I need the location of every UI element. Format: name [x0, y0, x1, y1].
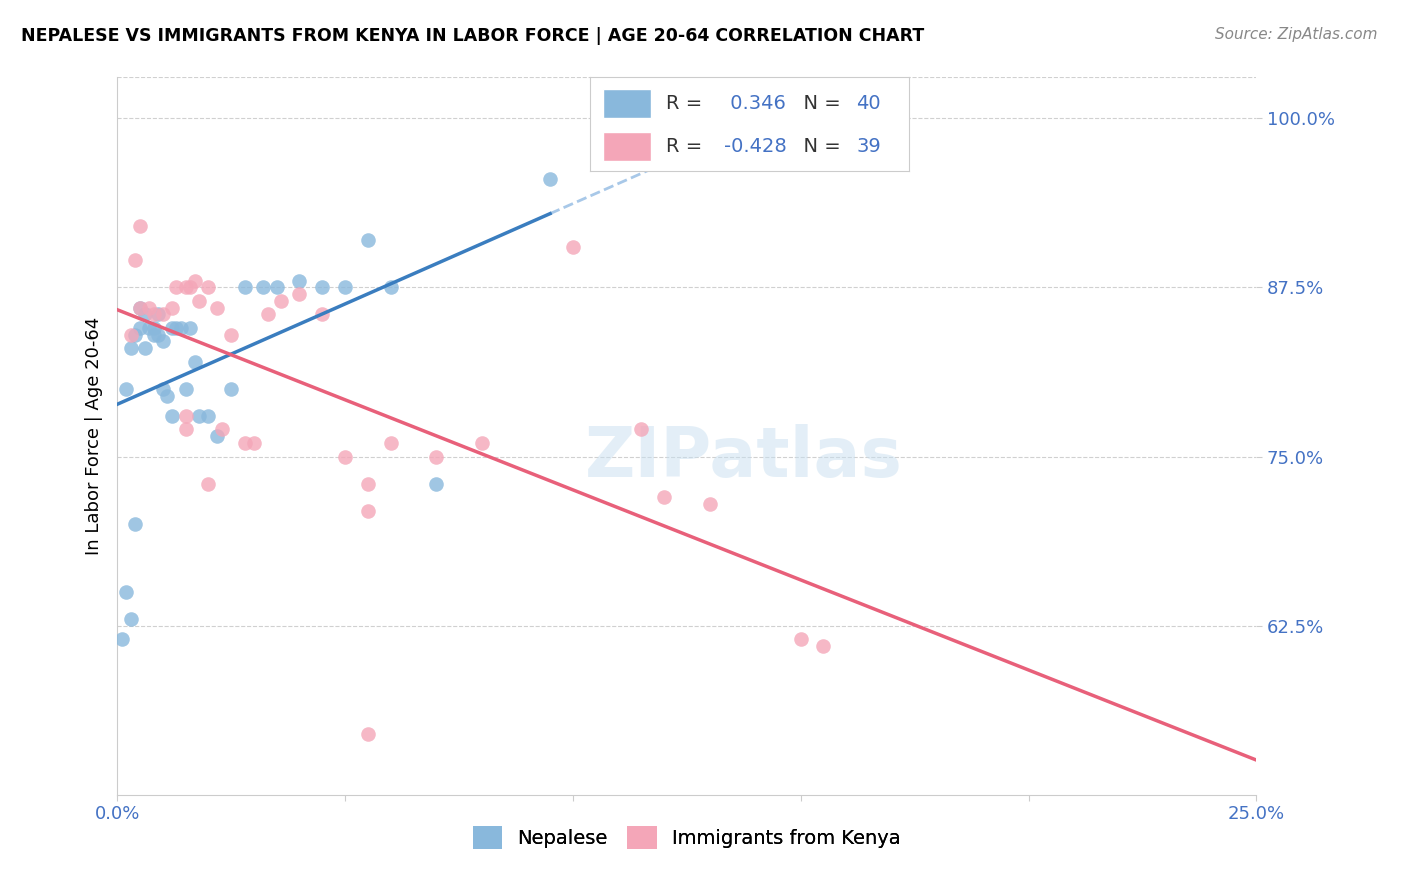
Point	[357, 476, 380, 491]
Point	[174, 382, 197, 396]
Point	[120, 341, 142, 355]
Point	[652, 490, 675, 504]
Point	[129, 301, 152, 315]
Point	[142, 307, 165, 321]
Point	[152, 334, 174, 349]
Point	[188, 409, 211, 423]
Point	[174, 409, 197, 423]
Point	[357, 233, 380, 247]
Point	[207, 429, 229, 443]
Point	[124, 327, 146, 342]
Point	[561, 240, 583, 254]
Point	[134, 307, 156, 321]
Legend: Nepalese, Immigrants from Kenya: Nepalese, Immigrants from Kenya	[465, 818, 908, 857]
Point	[425, 450, 447, 464]
Point	[233, 436, 256, 450]
Point	[357, 727, 380, 741]
Point	[211, 422, 233, 436]
Point	[813, 639, 835, 653]
Point	[115, 382, 138, 396]
Point	[174, 422, 197, 436]
Point	[165, 321, 187, 335]
Point	[789, 632, 811, 647]
Point	[270, 293, 292, 308]
Point	[165, 280, 187, 294]
Point	[170, 321, 193, 335]
Point	[188, 293, 211, 308]
Point	[471, 436, 494, 450]
Point	[425, 476, 447, 491]
Point	[160, 301, 183, 315]
Point	[142, 327, 165, 342]
Point	[630, 422, 652, 436]
Text: NEPALESE VS IMMIGRANTS FROM KENYA IN LABOR FORCE | AGE 20-64 CORRELATION CHART: NEPALESE VS IMMIGRANTS FROM KENYA IN LAB…	[21, 27, 924, 45]
Point	[120, 327, 142, 342]
Point	[183, 355, 205, 369]
Point	[134, 341, 156, 355]
Point	[219, 327, 242, 342]
Point	[380, 280, 402, 294]
Point	[124, 253, 146, 268]
Point	[266, 280, 288, 294]
Point	[197, 280, 219, 294]
Point	[138, 301, 160, 315]
Point	[197, 409, 219, 423]
Point	[160, 321, 183, 335]
Point	[311, 307, 333, 321]
Point	[160, 409, 183, 423]
Point	[333, 450, 356, 464]
Point	[256, 307, 278, 321]
Point	[333, 280, 356, 294]
Point	[252, 280, 274, 294]
Point	[111, 632, 134, 647]
Point	[538, 172, 561, 186]
Point	[138, 321, 160, 335]
Point	[179, 280, 201, 294]
Point	[174, 280, 197, 294]
Point	[152, 307, 174, 321]
Point	[152, 382, 174, 396]
Point	[243, 436, 266, 450]
Point	[115, 585, 138, 599]
Point	[124, 517, 146, 532]
Y-axis label: In Labor Force | Age 20-64: In Labor Force | Age 20-64	[86, 318, 103, 556]
Point	[357, 504, 380, 518]
Point	[129, 321, 152, 335]
Point	[311, 280, 333, 294]
Point	[156, 389, 179, 403]
Point	[148, 327, 170, 342]
Point	[183, 274, 205, 288]
Point	[120, 612, 142, 626]
Point	[288, 274, 311, 288]
Point	[148, 307, 170, 321]
Point	[207, 301, 229, 315]
Point	[142, 321, 165, 335]
Point	[179, 321, 201, 335]
Point	[233, 280, 256, 294]
Point	[219, 382, 242, 396]
Text: Source: ZipAtlas.com: Source: ZipAtlas.com	[1215, 27, 1378, 42]
Text: ZIPatlas: ZIPatlas	[585, 425, 903, 491]
Point	[129, 301, 152, 315]
Point	[197, 476, 219, 491]
Point	[288, 287, 311, 301]
Point	[129, 219, 152, 234]
Point	[699, 497, 721, 511]
Point	[380, 436, 402, 450]
